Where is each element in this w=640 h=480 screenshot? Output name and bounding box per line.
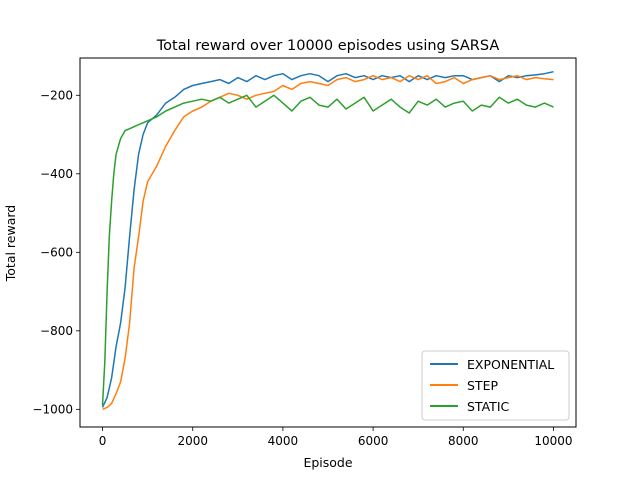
x-tick-label: 2000 <box>177 434 208 448</box>
plot-frame <box>79 57 577 428</box>
y-tick-label: −1000 <box>32 402 73 416</box>
series-line-step <box>102 74 554 410</box>
y-tick-label: −200 <box>40 88 73 102</box>
legend-box <box>421 350 570 421</box>
series-lines <box>101 70 554 410</box>
x-tick-label: 0 <box>99 434 107 448</box>
legend-label-static: STATIC <box>467 399 510 414</box>
x-tick-label: 10000 <box>534 434 572 448</box>
y-tick-label: −800 <box>40 324 73 338</box>
y-tick-label: −400 <box>40 167 73 181</box>
x-tick-label: 8000 <box>448 434 479 448</box>
x-axis-ticks: 0 2000 4000 6000 8000 10000 <box>99 427 573 448</box>
y-axis-label: Total reward <box>3 205 18 282</box>
legend-label-step: STEP <box>467 378 498 393</box>
legend-label-exponential: EXPONENTIAL <box>467 357 554 372</box>
x-tick-label: 6000 <box>358 434 389 448</box>
series-line-exponential <box>101 70 554 408</box>
x-axis-label: Episode <box>303 455 352 470</box>
series-line-static <box>101 94 554 406</box>
x-tick-label: 4000 <box>268 434 299 448</box>
chart-title: Total reward over 10000 episodes using S… <box>156 38 500 54</box>
legend: EXPONENTIAL STEP STATIC <box>421 350 570 421</box>
y-axis-ticks: −1000 −800 −600 −400 −200 <box>32 88 80 416</box>
y-tick-label: −600 <box>40 245 73 259</box>
